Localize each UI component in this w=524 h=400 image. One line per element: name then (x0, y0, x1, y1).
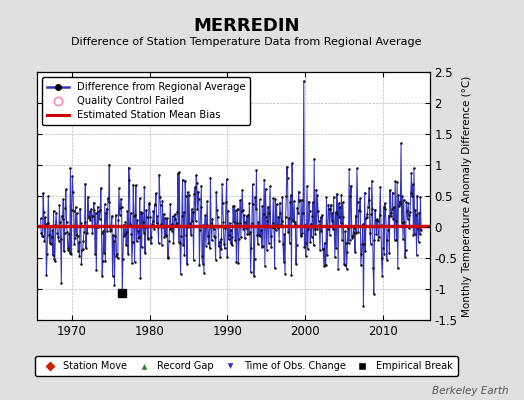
Legend: Difference from Regional Average, Quality Control Failed, Estimated Station Mean: Difference from Regional Average, Qualit… (42, 77, 250, 125)
Text: Berkeley Earth: Berkeley Earth (432, 386, 508, 396)
Text: MERREDIN: MERREDIN (193, 17, 300, 35)
Legend: Station Move, Record Gap, Time of Obs. Change, Empirical Break: Station Move, Record Gap, Time of Obs. C… (35, 356, 457, 376)
Text: Difference of Station Temperature Data from Regional Average: Difference of Station Temperature Data f… (71, 37, 421, 47)
Y-axis label: Monthly Temperature Anomaly Difference (°C): Monthly Temperature Anomaly Difference (… (462, 75, 472, 317)
